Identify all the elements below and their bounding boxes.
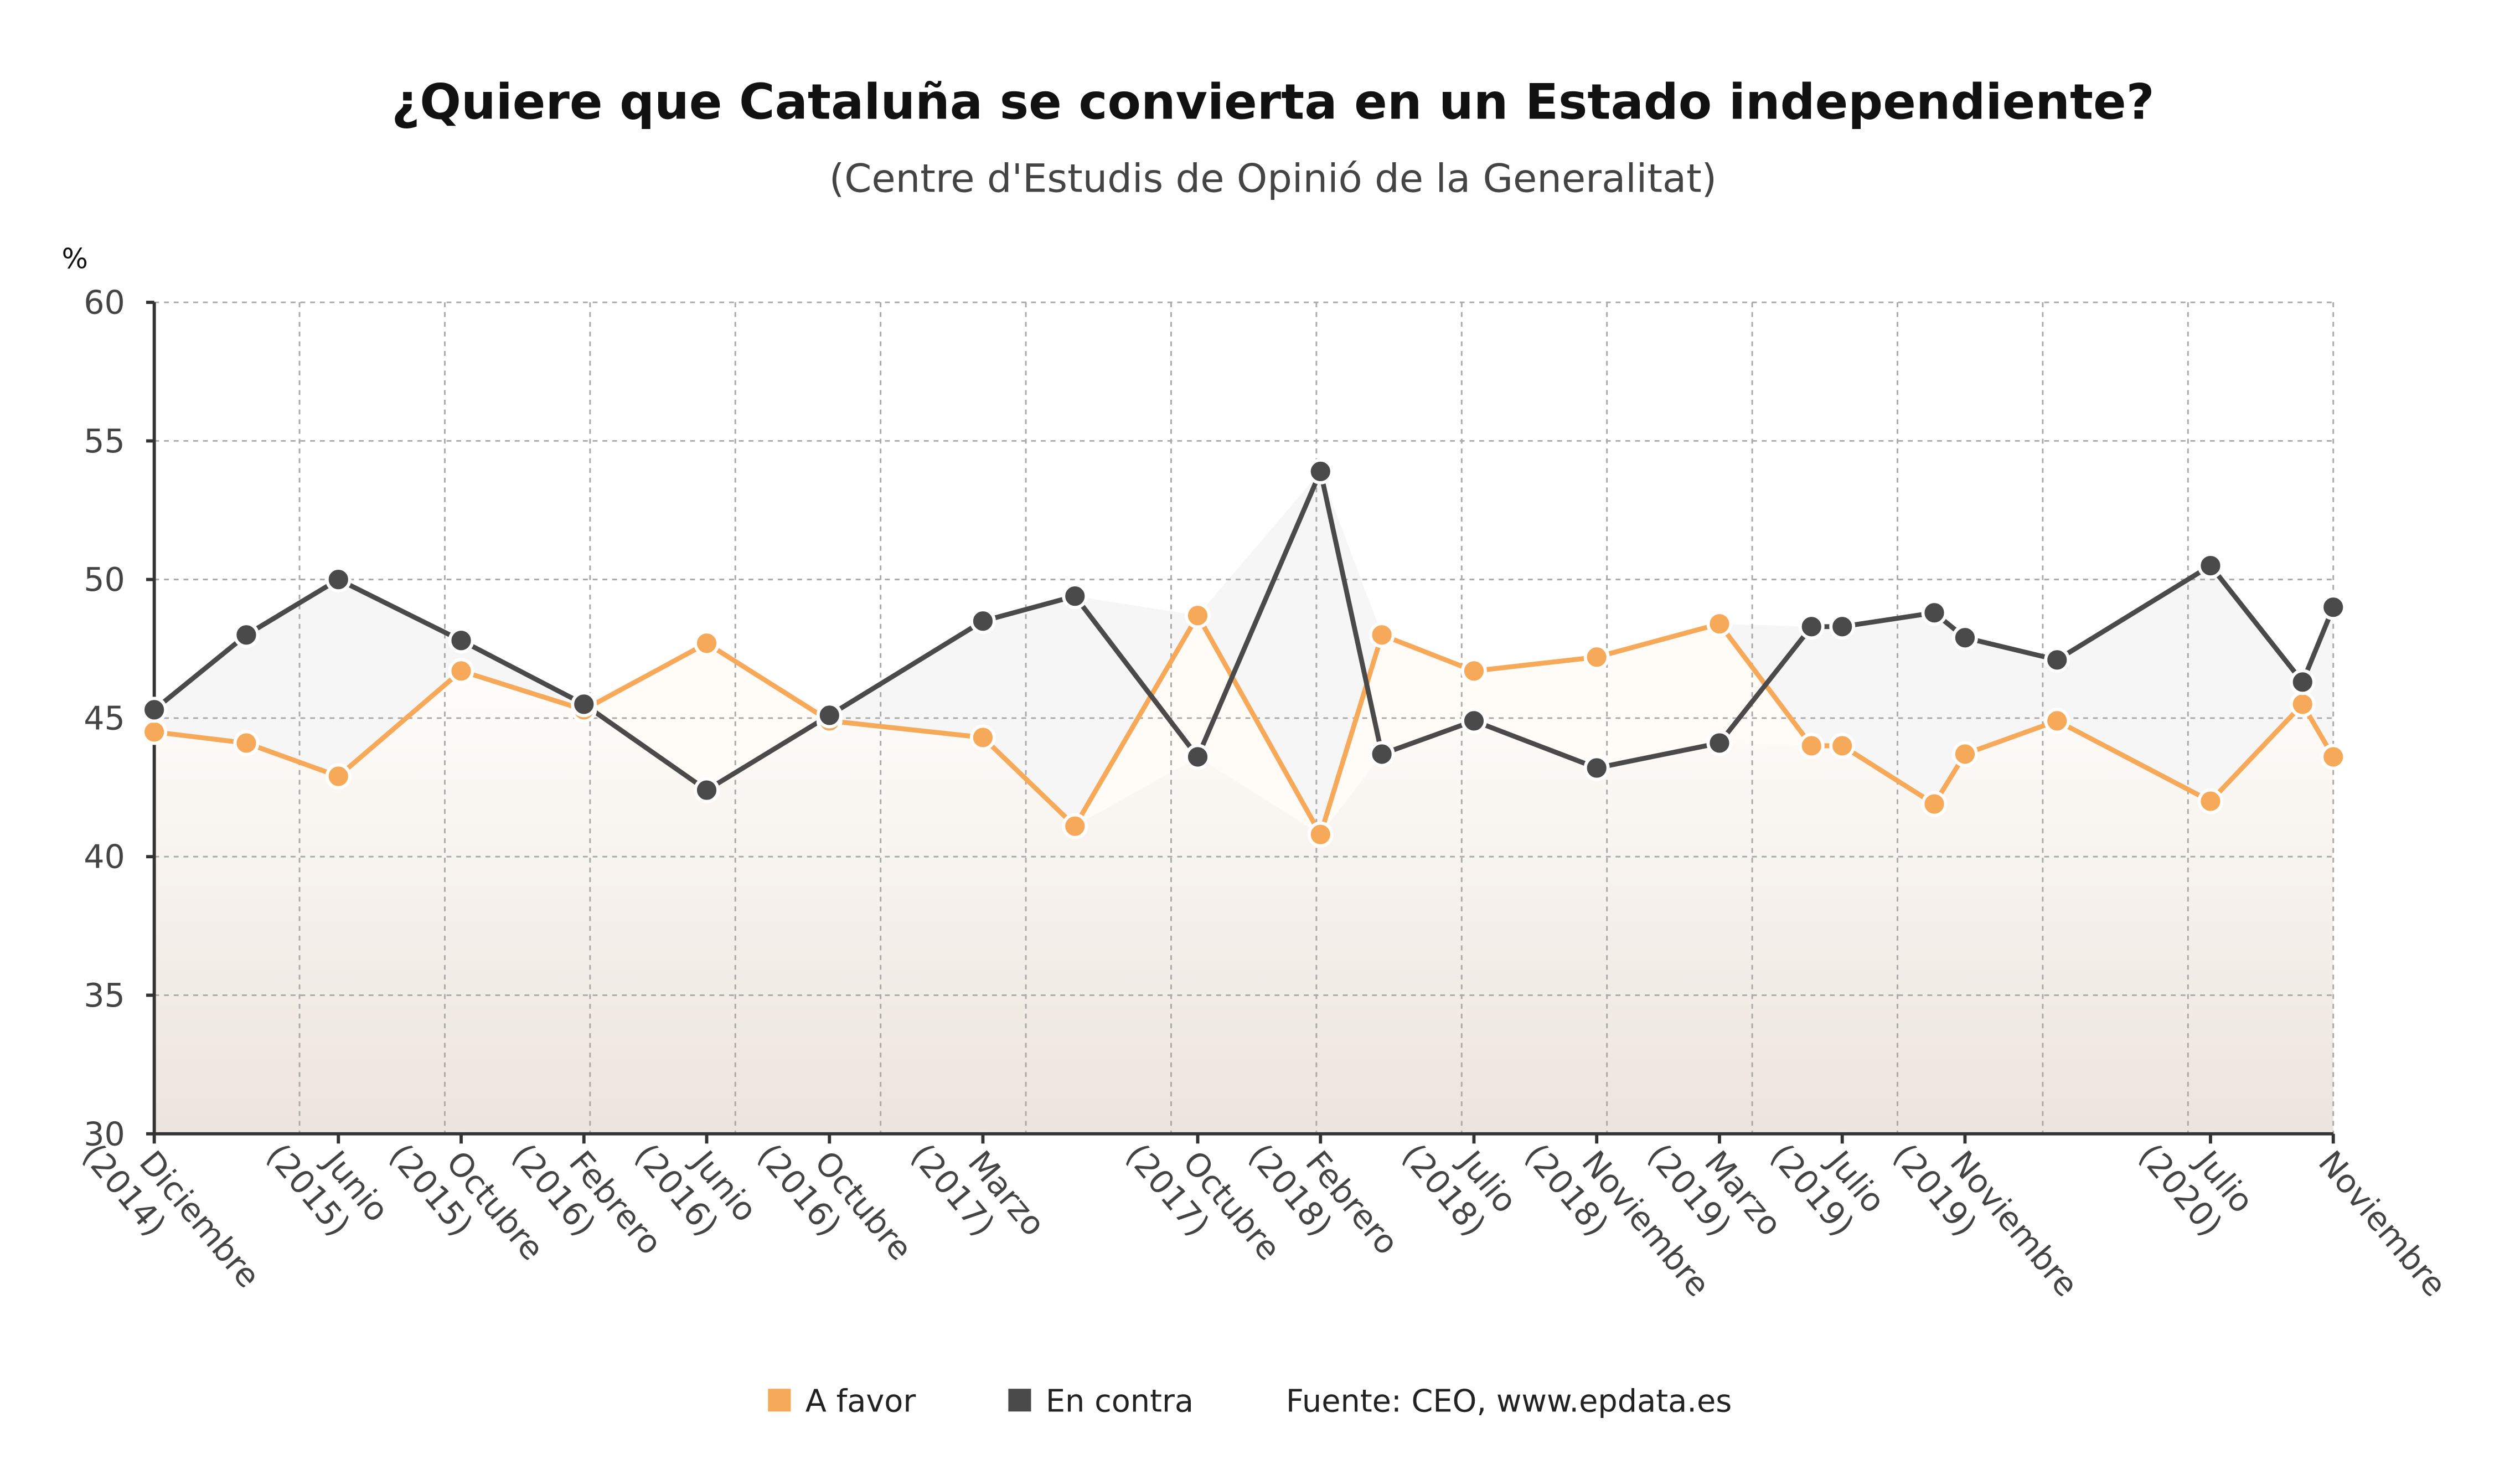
data-point-en-contra xyxy=(1460,708,1487,734)
data-point-a-favor xyxy=(1460,658,1487,684)
data-point-en-contra xyxy=(969,608,996,635)
data-point-a-favor xyxy=(2197,788,2224,814)
data-point-en-contra xyxy=(1185,744,1211,770)
data-point-a-favor xyxy=(969,724,996,751)
data-point-a-favor xyxy=(1951,741,1978,767)
data-point-en-contra xyxy=(448,627,474,654)
data-point-a-favor xyxy=(1798,733,1825,759)
data-point-en-contra xyxy=(1307,458,1334,484)
data-point-a-favor xyxy=(1307,821,1334,848)
data-point-a-favor xyxy=(141,719,168,745)
data-point-en-contra xyxy=(1706,730,1733,756)
data-point-en-contra xyxy=(1829,613,1856,640)
data-point-a-favor xyxy=(694,630,720,657)
legend: A favor En contra Fuente: CEO, www.epdat… xyxy=(768,1383,1732,1419)
data-point-en-contra xyxy=(325,566,352,593)
x-tick-label: Noviembre xyxy=(2311,1144,2454,1304)
data-point-en-contra xyxy=(694,777,720,803)
data-point-a-favor xyxy=(1706,611,1733,637)
legend-label-en-contra: En contra xyxy=(1046,1383,1194,1419)
legend-swatch-en-contra xyxy=(1008,1389,1031,1412)
data-point-en-contra xyxy=(571,691,597,718)
data-point-en-contra xyxy=(2289,669,2316,695)
x-tick-label: Octubre(2015) xyxy=(382,1111,551,1292)
x-tick-label: Octubre(2016) xyxy=(750,1111,920,1292)
data-point-en-contra xyxy=(1921,600,1948,626)
legend-swatch-a-favor xyxy=(768,1389,791,1412)
data-point-en-contra xyxy=(2044,647,2070,673)
data-point-en-contra xyxy=(141,697,168,723)
data-point-a-favor xyxy=(2289,691,2316,718)
y-tick-label: 40 xyxy=(84,838,125,876)
y-tick-label: 60 xyxy=(84,284,125,322)
data-point-a-favor xyxy=(1062,813,1088,839)
data-point-en-contra xyxy=(816,702,843,729)
data-point-a-favor xyxy=(2044,708,2070,734)
data-point-a-favor xyxy=(1583,644,1610,671)
data-point-a-favor xyxy=(1185,602,1211,629)
x-tick-label: Noviembre(2019) xyxy=(1886,1111,2085,1329)
y-tick-label: 35 xyxy=(84,977,125,1014)
source-note: Fuente: CEO, www.epdata.es xyxy=(1286,1383,1732,1419)
y-tick-label: 50 xyxy=(84,561,125,599)
data-point-en-contra xyxy=(2320,594,2347,621)
data-point-a-favor xyxy=(1921,791,1948,817)
data-point-a-favor xyxy=(1369,622,1395,648)
data-point-en-contra xyxy=(1583,755,1610,781)
chart-subtitle: (Centre d'Estudis de Opinió de la Genera… xyxy=(829,156,1717,202)
data-point-en-contra xyxy=(1798,613,1825,640)
data-point-a-favor xyxy=(233,730,260,756)
y-axis-label: % xyxy=(61,243,87,275)
data-point-a-favor xyxy=(1829,733,1856,759)
data-point-a-favor xyxy=(448,658,474,684)
x-tick-label: Noviembre(2018) xyxy=(1517,1111,1717,1329)
data-point-en-contra xyxy=(2197,553,2224,579)
chart-title: ¿Quiere que Cataluña se convierta en un … xyxy=(391,74,2155,131)
y-tick-label: 45 xyxy=(84,699,125,737)
data-point-en-contra xyxy=(1062,583,1088,610)
data-point-a-favor xyxy=(325,763,352,790)
data-point-a-favor xyxy=(2320,744,2347,770)
y-tick-label: 55 xyxy=(84,422,125,460)
x-tick-label: Octubre(2017) xyxy=(1119,1111,1288,1292)
data-point-en-contra xyxy=(1369,741,1395,767)
legend-label-a-favor: A favor xyxy=(805,1383,916,1419)
y-tick-label: 30 xyxy=(84,1115,125,1153)
x-tick-label: Diciembre(2014) xyxy=(75,1111,267,1320)
data-point-en-contra xyxy=(1951,625,1978,651)
data-point-en-contra xyxy=(233,622,260,648)
